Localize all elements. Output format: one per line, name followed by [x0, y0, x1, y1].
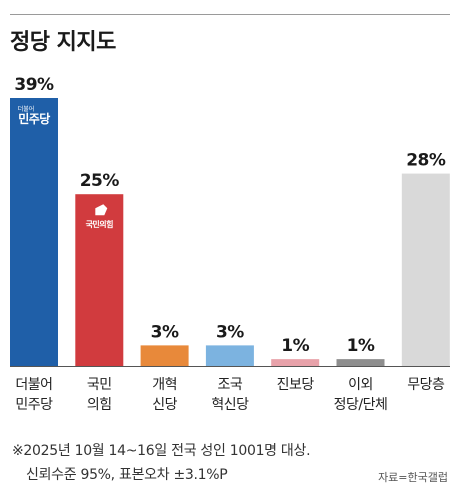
category-label-5-1: 정당/단체 [334, 397, 388, 413]
category-label-1-0: 국민 [87, 377, 112, 393]
bar-1 [75, 194, 124, 366]
bar-chart: 39%더불어민주당25%국민의힘3%개혁신당3%조국혁신당1%진보당1%이외정당… [10, 75, 450, 413]
category-label-4-0: 진보당 [277, 377, 315, 393]
footnote-margin: 신뢰수준 95%, 표본오차 ±3.1%P [26, 467, 228, 483]
logo-democratic-main: 민주당 [18, 111, 50, 126]
value-label-0: 39% [14, 75, 54, 95]
bar-4 [271, 359, 320, 366]
value-label-4: 1% [281, 336, 309, 356]
bar-6 [401, 173, 450, 366]
value-label-2: 3% [151, 322, 179, 342]
bar-3 [205, 345, 254, 366]
category-label-5-0: 이외 [348, 377, 373, 393]
footnote-survey: ※2025년 10월 14~16일 전국 성인 1001명 대상. [12, 443, 311, 459]
category-label-2-1: 신당 [152, 397, 177, 413]
logo-ppp-icon [95, 204, 108, 216]
logo-democratic-top: 더불어 [18, 105, 35, 113]
source-credit: 자료=한국갤럽 [378, 471, 448, 484]
category-label-2-0: 개혁 [152, 377, 177, 393]
category-label-3-1: 혁신당 [211, 397, 249, 413]
category-label-1-1: 의힘 [87, 397, 112, 413]
value-label-5: 1% [347, 336, 375, 356]
logo-ppp-text: 국민의힘 [86, 219, 114, 229]
title-rule [10, 14, 450, 15]
chart-title: 정당 지지도 [10, 30, 116, 55]
value-label-1: 25% [80, 171, 120, 191]
category-label-0-1: 민주당 [15, 397, 53, 413]
value-label-3: 3% [216, 322, 244, 342]
category-label-3-0: 조국 [218, 377, 243, 393]
category-label-0-0: 더불어 [15, 377, 52, 393]
bar-2 [140, 345, 189, 366]
bar-0 [10, 98, 58, 366]
value-label-6: 28% [406, 151, 446, 171]
category-label-6-0: 무당층 [407, 377, 445, 393]
bar-5 [336, 359, 385, 366]
